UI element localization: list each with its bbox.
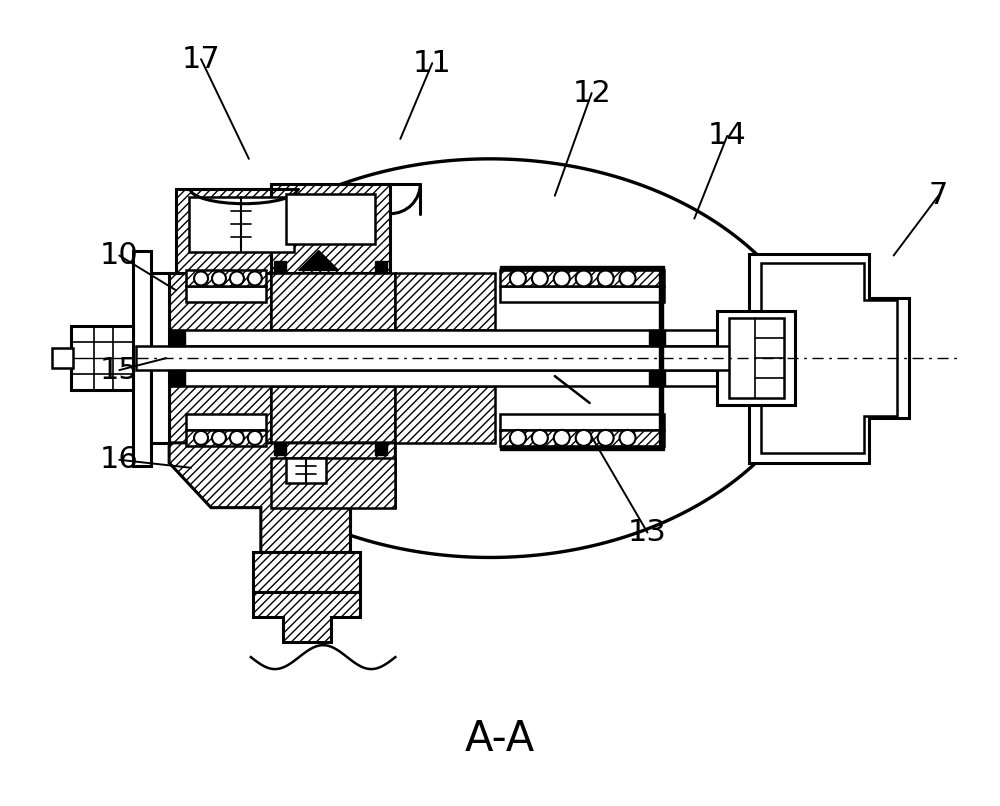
Polygon shape [169,273,271,333]
Polygon shape [761,264,897,453]
Bar [729,318,784,398]
Circle shape [230,431,244,445]
Bar [253,552,360,592]
Bar [659,271,663,446]
Circle shape [598,271,614,286]
Bar [274,442,286,455]
Bar [500,430,664,446]
Bar [189,197,294,251]
Bar [71,326,133,390]
Bar [717,311,795,405]
Text: 16: 16 [100,445,139,474]
Text: 10: 10 [100,241,139,270]
Text: 15: 15 [100,355,139,384]
Circle shape [230,272,244,285]
Circle shape [248,272,262,285]
Bar [500,414,664,430]
Polygon shape [169,383,271,442]
Bar [375,442,387,455]
Text: 14: 14 [708,122,747,151]
Bar [271,273,395,330]
Circle shape [194,431,208,445]
Bar [395,273,495,330]
Bar [133,251,151,466]
Bar [169,370,185,386]
Circle shape [212,272,226,285]
Polygon shape [299,251,339,271]
Text: A-A: A-A [465,718,535,760]
Polygon shape [176,189,311,273]
Polygon shape [271,184,390,273]
Circle shape [554,430,570,446]
Bar [749,254,829,267]
Polygon shape [749,254,909,463]
Text: 7: 7 [929,181,948,210]
Circle shape [576,430,592,446]
Bar [500,446,664,450]
Bar [136,347,749,370]
Bar [500,286,664,302]
Circle shape [248,431,262,445]
Circle shape [510,271,526,286]
Bar [395,386,495,442]
Circle shape [532,430,548,446]
Circle shape [194,272,208,285]
Bar [286,458,326,483]
Bar [271,386,395,442]
Bar [169,370,757,386]
Bar [186,430,266,446]
Bar [286,193,375,243]
Bar [169,330,185,347]
Polygon shape [169,442,395,552]
Bar [649,370,665,386]
Text: 17: 17 [182,44,220,73]
Bar [151,273,169,442]
Bar [186,414,266,430]
Text: 12: 12 [572,78,611,107]
Bar [271,458,395,508]
Circle shape [576,271,592,286]
Circle shape [532,271,548,286]
Polygon shape [253,592,360,642]
Bar [500,271,664,286]
Circle shape [554,271,570,286]
Circle shape [620,271,636,286]
Circle shape [510,430,526,446]
Circle shape [620,430,636,446]
Bar [375,261,387,273]
Text: 11: 11 [413,48,452,77]
Circle shape [212,431,226,445]
Circle shape [598,430,614,446]
Bar [186,271,266,286]
Bar [169,330,757,347]
Bar [52,348,73,368]
Text: 13: 13 [628,518,667,547]
Bar [274,261,286,273]
Bar [186,286,266,302]
Bar [649,330,665,347]
Bar [500,267,664,271]
Bar [749,450,829,463]
